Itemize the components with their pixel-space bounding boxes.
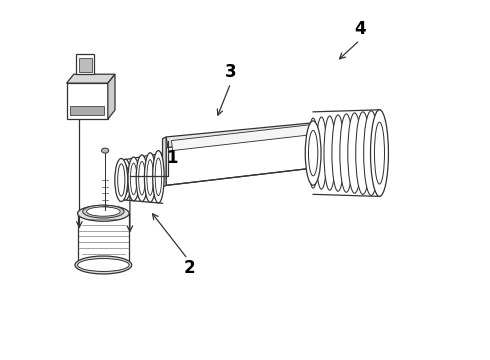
Polygon shape: [76, 54, 95, 74]
Text: 3: 3: [225, 63, 237, 81]
Polygon shape: [67, 74, 115, 83]
Ellipse shape: [364, 111, 379, 195]
Ellipse shape: [371, 110, 388, 197]
Ellipse shape: [118, 164, 125, 196]
Ellipse shape: [77, 206, 129, 221]
Ellipse shape: [370, 110, 389, 197]
Polygon shape: [108, 74, 115, 119]
Ellipse shape: [130, 163, 137, 195]
Ellipse shape: [145, 153, 156, 202]
Ellipse shape: [77, 258, 129, 271]
Text: 1: 1: [166, 149, 177, 167]
Ellipse shape: [305, 121, 321, 185]
Ellipse shape: [340, 114, 353, 192]
Ellipse shape: [77, 257, 129, 273]
Ellipse shape: [136, 155, 147, 202]
Ellipse shape: [374, 122, 385, 184]
Ellipse shape: [332, 115, 344, 191]
Ellipse shape: [316, 117, 327, 189]
Polygon shape: [166, 123, 318, 148]
Ellipse shape: [356, 112, 370, 194]
Ellipse shape: [128, 157, 139, 201]
Bar: [77, 213, 129, 265]
Ellipse shape: [139, 161, 145, 195]
Ellipse shape: [120, 159, 131, 200]
Polygon shape: [70, 107, 104, 116]
Ellipse shape: [87, 207, 120, 216]
Ellipse shape: [155, 158, 162, 195]
Ellipse shape: [115, 158, 128, 202]
Polygon shape: [166, 132, 318, 185]
Ellipse shape: [83, 205, 124, 218]
Ellipse shape: [309, 130, 318, 176]
Ellipse shape: [147, 160, 153, 195]
Ellipse shape: [75, 256, 132, 274]
Polygon shape: [163, 137, 166, 187]
Ellipse shape: [122, 165, 129, 194]
Ellipse shape: [348, 113, 362, 193]
Ellipse shape: [308, 118, 318, 188]
Text: 4: 4: [354, 21, 366, 39]
Polygon shape: [67, 83, 108, 119]
Polygon shape: [172, 125, 317, 150]
Ellipse shape: [324, 116, 336, 190]
Polygon shape: [79, 58, 92, 72]
Text: 2: 2: [184, 259, 195, 277]
Ellipse shape: [101, 148, 109, 153]
Ellipse shape: [153, 150, 164, 203]
